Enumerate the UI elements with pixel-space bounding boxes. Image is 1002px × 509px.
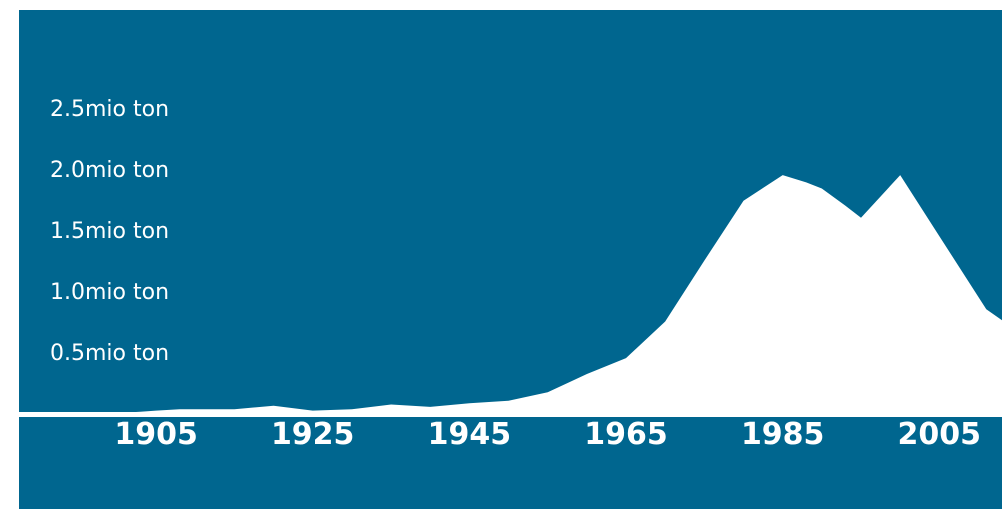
baseline-layer xyxy=(0,412,1002,417)
y-tick-label: 1.5mio ton xyxy=(50,219,169,244)
y-tick-labels: 0.5mio ton 1.0mio ton 1.5mio ton 2.0mio ton… xyxy=(50,97,169,366)
x-tick-label: 1905 xyxy=(114,417,198,452)
baseline xyxy=(0,412,1002,417)
y-tick-label: 2.0mio ton xyxy=(50,158,169,183)
y-tick-label: 0.5mio ton xyxy=(50,341,169,366)
x-tick-label: 1925 xyxy=(271,417,355,452)
y-tick-label: 1.0mio ton xyxy=(50,280,169,305)
area-layer xyxy=(19,175,1002,413)
x-tick-label: 2005 xyxy=(898,417,982,452)
x-tick-label: 1945 xyxy=(428,417,512,452)
x-tick-labels: 1905 1925 1945 1965 1985 2005 xyxy=(114,417,981,452)
x-tick-label: 1965 xyxy=(584,417,668,452)
chart-caption: LANDEDE FISK I DK xyxy=(765,385,1002,409)
area-series xyxy=(19,175,1002,413)
x-tick-label: 1985 xyxy=(741,417,825,452)
y-tick-label: 2.5mio ton xyxy=(50,97,169,122)
